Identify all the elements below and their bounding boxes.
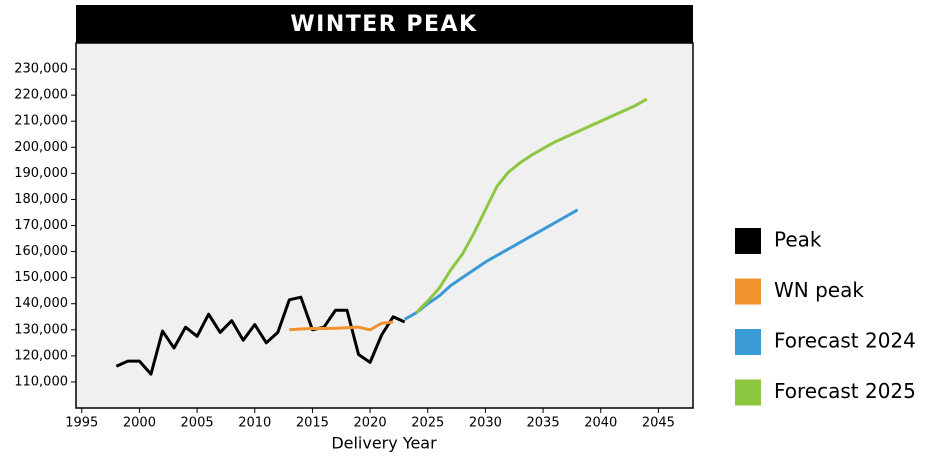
x-tick-label: 2005 [181,416,214,431]
legend-swatch [735,379,761,406]
x-tick-label: 2025 [411,416,444,431]
plot-area [75,42,694,409]
x-tick-label: 2030 [469,416,502,431]
y-tick-label: 120,000 [14,348,68,363]
y-tick-label: 160,000 [14,244,68,259]
series-line [403,208,579,321]
y-tick-label: 210,000 [14,114,68,129]
legend-label: Peak [774,228,822,252]
y-tick-label: 130,000 [14,322,68,337]
y-tick-label: 110,000 [14,374,68,389]
legend-swatch [735,278,761,305]
y-tick-label: 180,000 [14,192,68,207]
x-tick-label: 2035 [527,416,560,431]
y-tick-label: 220,000 [14,88,68,103]
legend-label: WN peak [774,278,864,302]
x-tick-label: 2045 [642,416,675,431]
legend-label: Forecast 2024 [774,329,916,353]
y-tick-label: 200,000 [14,140,68,155]
x-tick-label: 2020 [354,416,387,431]
title-bar [76,5,693,43]
x-tick-label: 1995 [65,416,98,431]
y-tick-label: 230,000 [14,62,68,77]
legend-label: Forecast 2025 [774,379,916,403]
series-line [415,97,648,314]
y-tick-label: 170,000 [14,218,68,233]
y-tick-label: 190,000 [14,166,68,181]
series-line [289,320,394,332]
y-tick-label: 140,000 [14,296,68,311]
chart-title: WINTER PEAK [290,12,477,37]
legend-swatch [735,228,761,254]
x-tick-label: 2010 [238,416,271,431]
x-tick-label: 2000 [123,416,156,431]
x-tick-label: 2015 [296,416,329,431]
series-line [115,295,406,376]
x-axis-label: Delivery Year [331,434,437,453]
x-tick-label: 2040 [584,416,617,431]
y-tick-label: 150,000 [14,270,68,285]
legend-swatch [735,329,761,355]
